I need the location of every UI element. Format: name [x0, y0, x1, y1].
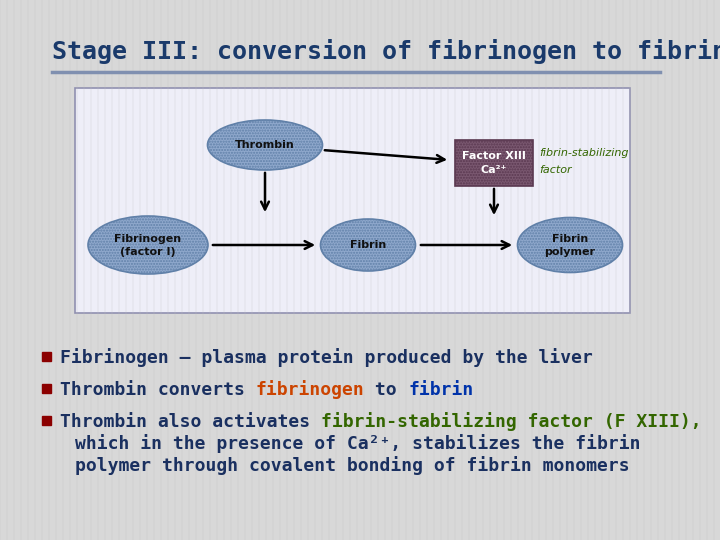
Text: Ca²⁺: Ca²⁺ [481, 165, 507, 175]
FancyBboxPatch shape [75, 88, 630, 313]
Ellipse shape [518, 218, 623, 273]
Text: which in the presence of Ca²⁺, stabilizes the fibrin: which in the presence of Ca²⁺, stabilize… [75, 435, 641, 454]
Ellipse shape [88, 216, 208, 274]
Bar [42, 416, 51, 425]
Bar [42, 384, 51, 393]
Text: Fibrin: Fibrin [350, 240, 386, 250]
Text: fibrin-stabilizing: fibrin-stabilizing [539, 148, 629, 158]
Bar [42, 352, 51, 361]
Text: Thrombin also activates: Thrombin also activates [60, 413, 321, 431]
Text: factor: factor [539, 165, 572, 175]
Text: fibrin-stabilizing factor (F XIII),: fibrin-stabilizing factor (F XIII), [321, 413, 701, 431]
Ellipse shape [207, 120, 323, 170]
Text: Thrombin: Thrombin [235, 140, 295, 150]
FancyBboxPatch shape [455, 140, 533, 186]
Text: Stage III: conversion of fibrinogen to fibrin: Stage III: conversion of fibrinogen to f… [52, 39, 720, 64]
Text: Fibrinogen – plasma protein produced by the liver: Fibrinogen – plasma protein produced by … [60, 348, 593, 368]
Text: Thrombin converts: Thrombin converts [60, 381, 256, 399]
Text: fibrin: fibrin [408, 381, 473, 399]
Text: to: to [364, 381, 408, 399]
Text: polymer: polymer [544, 247, 595, 257]
Text: Factor XIII: Factor XIII [462, 151, 526, 161]
Ellipse shape [320, 219, 415, 271]
Text: fibrinogen: fibrinogen [256, 381, 364, 400]
Text: Fibrinogen: Fibrinogen [114, 234, 181, 244]
Text: Fibrin: Fibrin [552, 234, 588, 244]
Text: polymer through covalent bonding of fibrin monomers: polymer through covalent bonding of fibr… [75, 456, 629, 476]
Text: (factor I): (factor I) [120, 247, 176, 257]
